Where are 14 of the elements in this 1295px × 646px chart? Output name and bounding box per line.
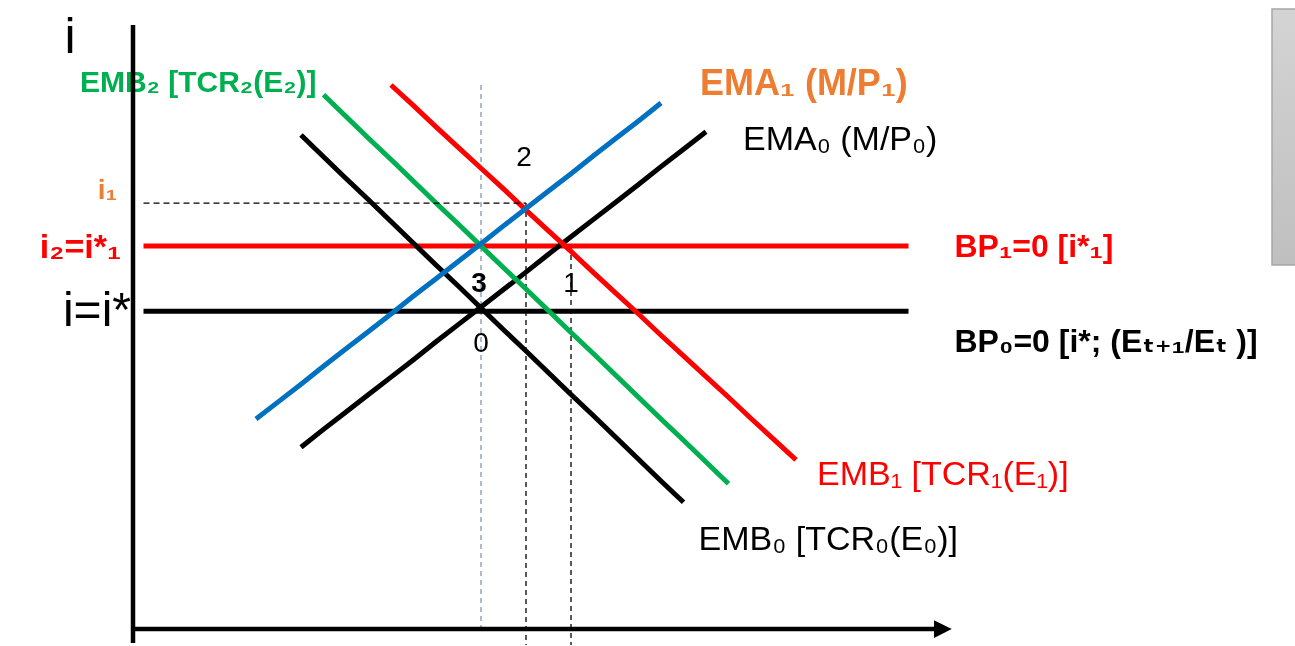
- series-label: EMA₀ (M/P₀): [743, 118, 938, 157]
- text: i₂=i*₁: [39, 227, 121, 266]
- annotation: 1: [563, 266, 579, 298]
- series-label: EMA₁ (M/P₁): [700, 61, 908, 103]
- annotation: i=i*: [62, 282, 131, 336]
- series-label: BP₀=0 [i*; (Eₜ₊₁/Eₜ )]: [954, 323, 1258, 360]
- annotation: 3: [471, 266, 487, 298]
- series-label: EMB₁ [TCR₁(E₁)]: [817, 453, 1069, 492]
- text: i₁: [97, 173, 117, 205]
- y-axis-title: i: [64, 8, 76, 64]
- annotation: 0: [473, 326, 489, 358]
- series-label: BP₁=0 [i*₁]: [954, 228, 1114, 265]
- annotation: 2: [516, 140, 532, 172]
- series-label: EMB₀ [TCR₀(E₀)]: [698, 519, 959, 558]
